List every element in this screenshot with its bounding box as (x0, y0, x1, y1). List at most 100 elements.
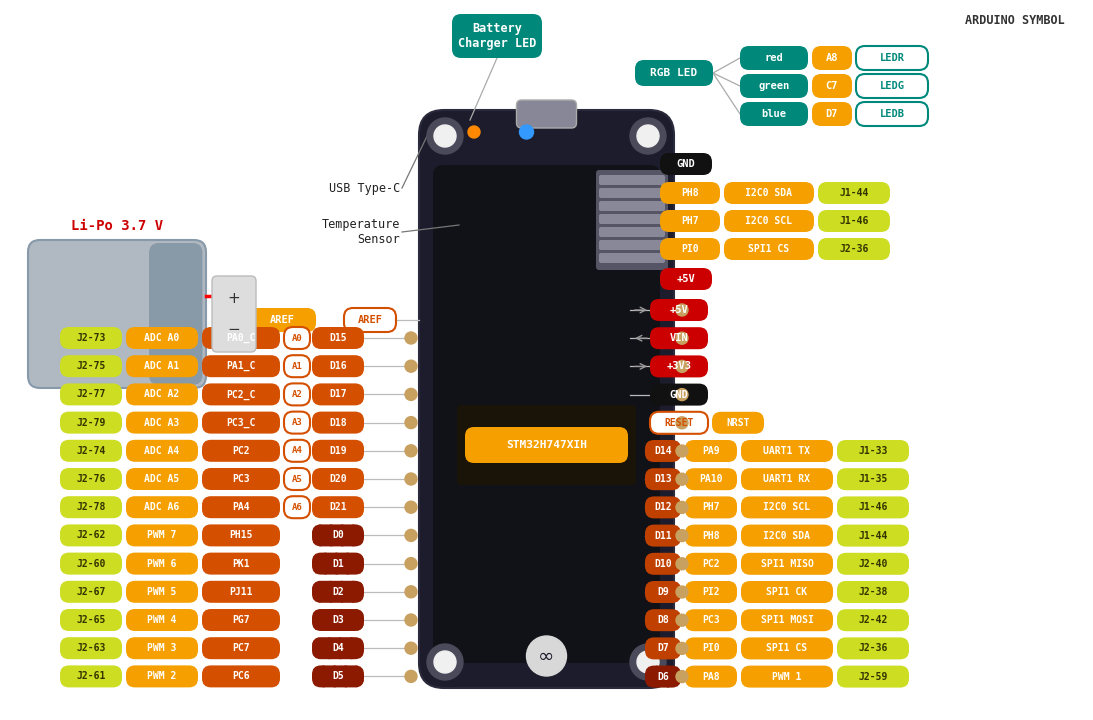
FancyBboxPatch shape (724, 182, 814, 204)
FancyBboxPatch shape (60, 383, 122, 405)
FancyBboxPatch shape (660, 182, 720, 204)
Text: PC6: PC6 (232, 671, 250, 681)
FancyBboxPatch shape (685, 468, 737, 490)
Text: A1: A1 (292, 361, 303, 371)
Text: red: red (765, 53, 784, 63)
FancyBboxPatch shape (212, 276, 256, 352)
FancyBboxPatch shape (741, 440, 833, 462)
Text: J2-73: J2-73 (77, 333, 106, 343)
FancyBboxPatch shape (433, 165, 660, 663)
FancyBboxPatch shape (126, 440, 198, 462)
FancyBboxPatch shape (60, 327, 122, 349)
FancyBboxPatch shape (126, 355, 198, 377)
FancyBboxPatch shape (685, 609, 737, 631)
FancyBboxPatch shape (60, 524, 122, 546)
FancyBboxPatch shape (312, 355, 364, 377)
Text: J2-40: J2-40 (858, 559, 888, 569)
Text: ADC A6: ADC A6 (144, 503, 179, 512)
Text: J1-44: J1-44 (839, 188, 869, 198)
FancyBboxPatch shape (740, 102, 808, 126)
Circle shape (675, 670, 687, 683)
Circle shape (406, 332, 418, 344)
FancyBboxPatch shape (284, 383, 310, 405)
FancyBboxPatch shape (685, 440, 737, 462)
Text: D7: D7 (657, 644, 669, 654)
FancyBboxPatch shape (312, 553, 364, 575)
Text: LEDB: LEDB (880, 109, 905, 119)
FancyBboxPatch shape (685, 637, 737, 660)
Text: Battery
Charger LED: Battery Charger LED (458, 22, 537, 50)
FancyBboxPatch shape (837, 581, 909, 603)
Text: PA9: PA9 (702, 446, 720, 456)
Text: J2-62: J2-62 (77, 531, 106, 541)
Text: D1: D1 (332, 559, 344, 569)
Text: PI0: PI0 (702, 644, 720, 654)
Circle shape (406, 529, 418, 541)
Text: PI2: PI2 (702, 587, 720, 597)
Text: J1-46: J1-46 (858, 503, 888, 513)
Text: A5: A5 (292, 474, 303, 484)
Text: A2: A2 (292, 390, 303, 399)
Circle shape (675, 304, 687, 316)
Text: +5V: +5V (677, 274, 695, 284)
Circle shape (630, 118, 666, 154)
FancyBboxPatch shape (126, 609, 198, 631)
Text: PC2: PC2 (702, 559, 720, 569)
Text: AREF: AREF (357, 315, 383, 325)
FancyBboxPatch shape (202, 355, 280, 377)
Text: GND: GND (677, 159, 695, 169)
FancyBboxPatch shape (856, 74, 928, 98)
FancyBboxPatch shape (284, 355, 310, 377)
Circle shape (434, 651, 456, 673)
Text: D10: D10 (655, 559, 672, 569)
FancyBboxPatch shape (202, 468, 280, 490)
Text: +: + (227, 292, 240, 306)
Text: D14: D14 (655, 446, 672, 456)
FancyBboxPatch shape (741, 665, 833, 688)
Text: Temperature
Sensor: Temperature Sensor (321, 218, 400, 246)
FancyBboxPatch shape (517, 100, 576, 128)
FancyBboxPatch shape (60, 581, 122, 603)
Text: A0: A0 (292, 333, 303, 343)
Text: D12: D12 (655, 503, 672, 513)
Circle shape (675, 558, 687, 570)
FancyBboxPatch shape (312, 327, 364, 349)
FancyBboxPatch shape (60, 440, 122, 462)
Text: −: − (227, 322, 240, 337)
FancyBboxPatch shape (599, 240, 665, 250)
Text: J2-42: J2-42 (858, 615, 888, 625)
FancyBboxPatch shape (818, 182, 890, 204)
Text: PH8: PH8 (702, 531, 720, 541)
Text: PG7: PG7 (232, 615, 250, 625)
Text: ADC A1: ADC A1 (144, 361, 179, 372)
FancyBboxPatch shape (660, 268, 712, 290)
FancyBboxPatch shape (599, 253, 665, 263)
Circle shape (427, 644, 463, 680)
Text: D21: D21 (329, 503, 346, 512)
Text: NRST: NRST (726, 418, 750, 428)
FancyBboxPatch shape (660, 210, 720, 232)
Text: ADC A2: ADC A2 (144, 390, 179, 400)
FancyBboxPatch shape (202, 496, 280, 518)
FancyBboxPatch shape (645, 468, 681, 490)
Text: PA4: PA4 (232, 503, 250, 512)
FancyBboxPatch shape (202, 553, 280, 575)
FancyBboxPatch shape (312, 637, 364, 660)
FancyBboxPatch shape (312, 524, 364, 546)
Circle shape (406, 473, 418, 485)
Text: ADC A0: ADC A0 (144, 333, 179, 343)
Text: J2-77: J2-77 (77, 390, 106, 400)
FancyBboxPatch shape (818, 210, 890, 232)
FancyBboxPatch shape (312, 440, 364, 462)
FancyBboxPatch shape (126, 412, 198, 433)
Text: J2-61: J2-61 (77, 671, 106, 681)
Text: RESET: RESET (665, 418, 694, 428)
Circle shape (406, 557, 418, 570)
FancyBboxPatch shape (856, 46, 928, 70)
FancyBboxPatch shape (248, 308, 316, 332)
FancyBboxPatch shape (457, 405, 636, 485)
Text: D7: D7 (825, 109, 838, 119)
Text: UART1 TX: UART1 TX (764, 446, 811, 456)
FancyBboxPatch shape (645, 637, 681, 660)
FancyBboxPatch shape (741, 468, 833, 490)
